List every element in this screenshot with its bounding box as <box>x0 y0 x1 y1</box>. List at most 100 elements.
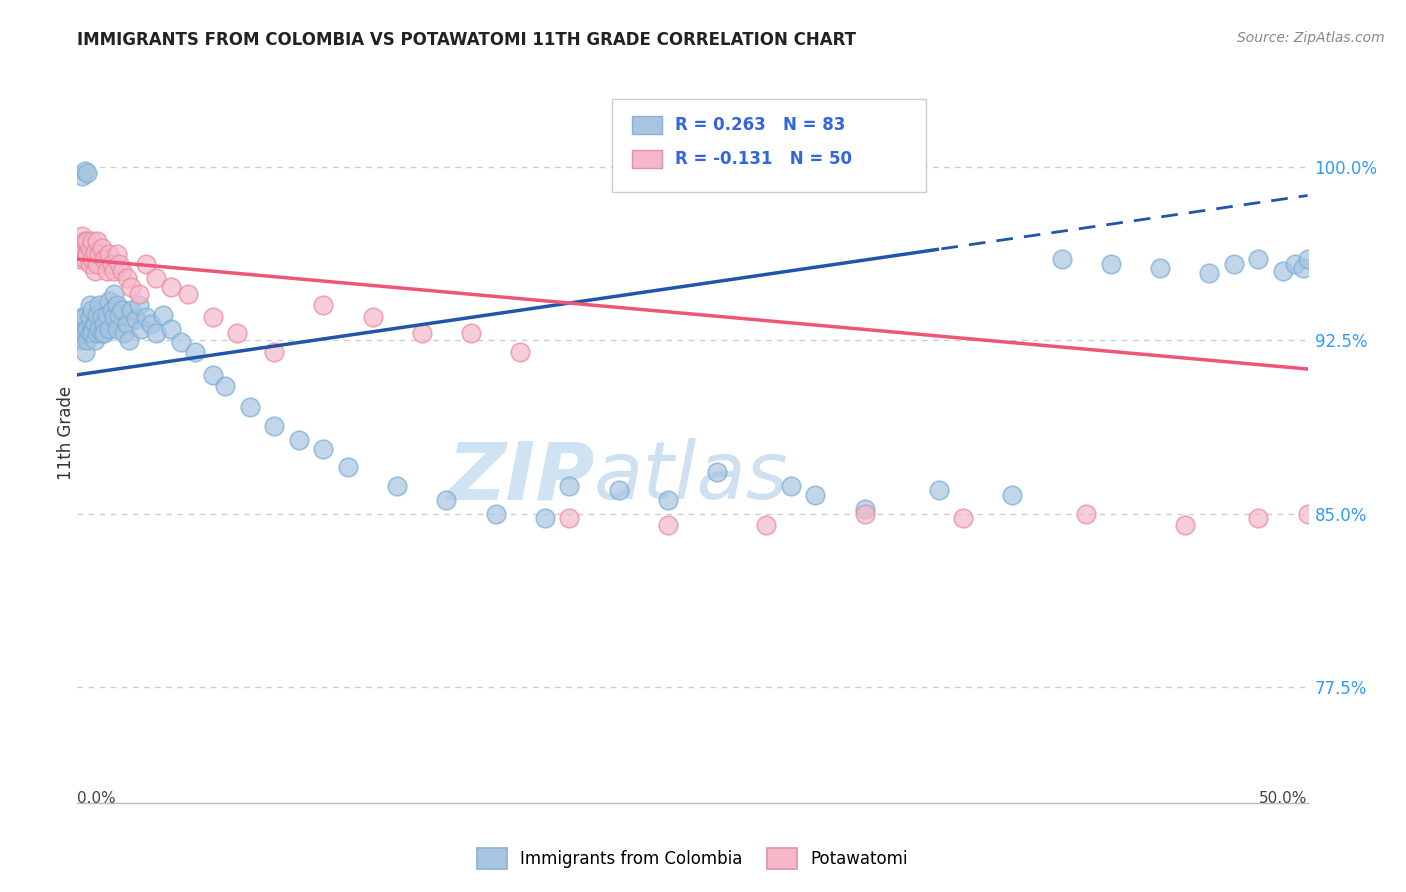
Point <box>361 310 384 324</box>
Point <box>141 317 163 331</box>
Point <box>485 507 508 521</box>
Point <box>706 465 728 479</box>
Point <box>312 298 335 312</box>
Point <box>804 488 827 502</box>
Point <box>607 483 630 498</box>
Point <box>928 483 950 498</box>
Point <box>780 479 803 493</box>
Point <box>121 280 143 294</box>
Point <box>98 293 121 308</box>
Point <box>70 310 93 324</box>
Point <box>129 321 153 335</box>
Point <box>263 418 285 433</box>
Point <box>79 310 101 324</box>
Point <box>558 479 581 493</box>
Point <box>73 164 96 178</box>
Point <box>1174 518 1197 533</box>
Point <box>90 310 114 324</box>
Point <box>69 252 91 266</box>
Point <box>73 310 96 324</box>
Point <box>86 308 108 322</box>
Point <box>1223 257 1246 271</box>
Point <box>115 270 138 285</box>
Point <box>82 303 104 318</box>
Point <box>558 511 581 525</box>
Point <box>98 247 121 261</box>
Point <box>111 303 132 318</box>
Text: R = 0.263   N = 83: R = 0.263 N = 83 <box>675 116 845 135</box>
Point <box>657 518 679 533</box>
Point <box>1001 488 1024 502</box>
Point <box>86 326 108 340</box>
Point <box>69 321 91 335</box>
Point <box>69 238 91 252</box>
Point <box>73 326 96 340</box>
Text: atlas: atlas <box>595 438 789 516</box>
Point <box>101 303 124 318</box>
Point <box>101 257 124 271</box>
Point <box>108 308 131 322</box>
Point <box>128 286 150 301</box>
Point <box>70 326 93 340</box>
Point <box>76 166 98 180</box>
Point <box>1099 257 1122 271</box>
Point <box>1050 252 1073 266</box>
Point <box>1149 261 1171 276</box>
Point <box>98 321 121 335</box>
Point <box>135 310 157 324</box>
Point <box>411 326 433 340</box>
Point <box>1076 507 1098 521</box>
Point <box>657 492 679 507</box>
Point <box>118 333 141 347</box>
Point <box>82 252 104 266</box>
Point <box>385 479 409 493</box>
Point <box>170 335 193 350</box>
Text: 50.0%: 50.0% <box>1260 791 1308 806</box>
Point <box>103 263 125 277</box>
Point <box>214 379 236 393</box>
Point <box>128 298 150 312</box>
Point <box>184 344 207 359</box>
Legend: Immigrants from Colombia, Potawatomi: Immigrants from Colombia, Potawatomi <box>477 848 908 869</box>
Point <box>201 368 224 382</box>
Point <box>70 229 93 244</box>
Text: R = -0.131   N = 50: R = -0.131 N = 50 <box>675 150 852 168</box>
FancyBboxPatch shape <box>633 150 662 168</box>
Point <box>853 507 876 521</box>
Point <box>83 333 105 347</box>
Point <box>70 169 93 183</box>
Point <box>93 326 115 340</box>
Point <box>96 308 118 322</box>
Point <box>69 333 91 347</box>
Point <box>86 234 108 248</box>
Point <box>534 511 557 525</box>
Point <box>111 263 132 277</box>
Point <box>226 326 249 340</box>
FancyBboxPatch shape <box>633 117 662 135</box>
Point <box>82 321 104 335</box>
Point <box>160 321 183 335</box>
Point <box>83 317 105 331</box>
Point <box>1247 511 1270 525</box>
Point <box>1292 261 1315 276</box>
Point <box>76 234 98 248</box>
Point <box>1296 252 1319 266</box>
Point <box>755 518 778 533</box>
Point <box>73 252 96 266</box>
Point <box>1296 507 1319 521</box>
Point <box>90 240 114 255</box>
Point <box>105 321 128 335</box>
Point <box>436 492 458 507</box>
Point <box>145 270 167 285</box>
Point <box>239 400 262 414</box>
Point <box>76 247 98 261</box>
Point <box>90 326 114 340</box>
Point <box>70 240 93 255</box>
Point <box>83 263 105 277</box>
Point <box>135 257 157 271</box>
Point <box>125 312 148 326</box>
Point <box>76 321 98 335</box>
Text: 0.0%: 0.0% <box>77 791 117 806</box>
Point <box>82 326 104 340</box>
Y-axis label: 11th Grade: 11th Grade <box>58 385 75 480</box>
